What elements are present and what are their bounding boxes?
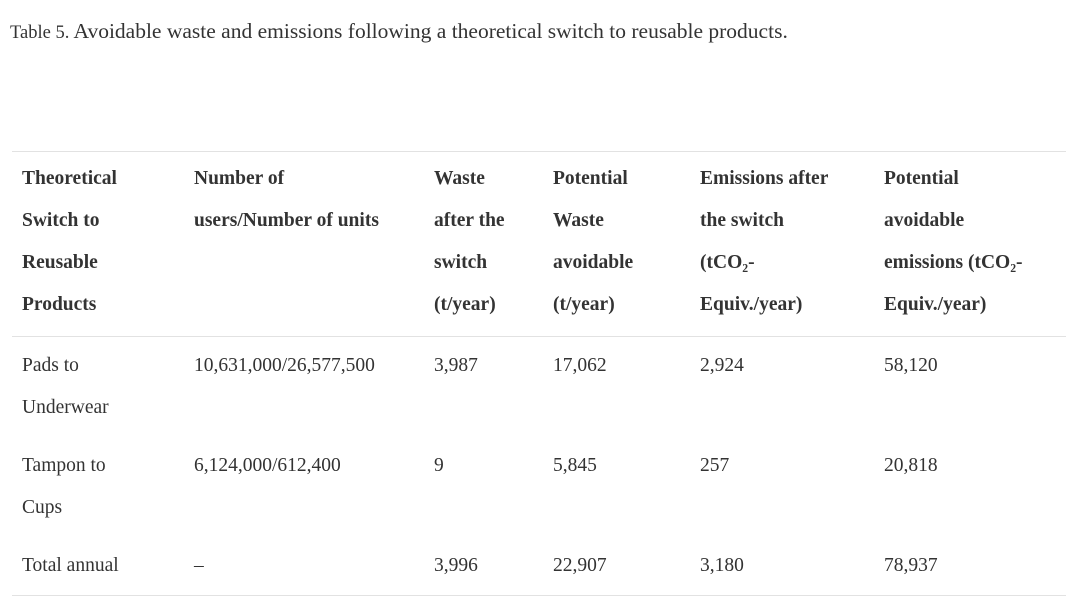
table-header-row: Theoretical Switch to Reusable Products … bbox=[12, 151, 1066, 337]
data-table: Theoretical Switch to Reusable Products … bbox=[12, 151, 1066, 596]
table-cell: 22,907 bbox=[553, 555, 607, 576]
table-cell: 257 bbox=[700, 455, 730, 476]
table-cell: 3,180 bbox=[700, 555, 744, 576]
table-cell: 3,987 bbox=[434, 355, 478, 376]
table-caption: Table 5. Avoidable waste and emissions f… bbox=[0, 0, 1080, 48]
table-cell: 10,631,000/26,577,500 bbox=[194, 355, 375, 376]
table-cell: 78,937 bbox=[884, 555, 938, 576]
table-cell: – bbox=[194, 555, 204, 576]
table-cell: 3,996 bbox=[434, 555, 478, 576]
table-row-pads-to-underwear: Pads to Underwear 10,631,000/26,577,500 … bbox=[12, 337, 1066, 438]
row-label: Pads to Underwear bbox=[22, 355, 109, 418]
column-header-potential-waste-avoidable: Potential Waste avoidable (t/year) bbox=[543, 151, 690, 337]
column-header-waste-after-switch: Waste after the switch (t/year) bbox=[424, 151, 543, 337]
column-header-number-of-users: Number of users/Number of units bbox=[184, 151, 424, 337]
table-row-total-annual: Total annual – 3,996 22,907 3,180 78,937 bbox=[12, 537, 1066, 596]
table-cell: 9 bbox=[434, 455, 444, 476]
table-cell: 5,845 bbox=[553, 455, 597, 476]
table-cell: 58,120 bbox=[884, 355, 938, 376]
table-cell: 2,924 bbox=[700, 355, 744, 376]
table-cell: 6,124,000/612,400 bbox=[194, 455, 341, 476]
table-row-tampon-to-cups: Tampon to Cups 6,124,000/612,400 9 5,845… bbox=[12, 437, 1066, 537]
table-caption-text: Avoidable waste and emissions following … bbox=[69, 19, 788, 43]
table-cell: 17,062 bbox=[553, 355, 607, 376]
table-caption-label: Table 5. bbox=[10, 23, 70, 43]
column-header-emissions-after-switch: Emissions after the switch (tCO₂- Equiv.… bbox=[690, 151, 874, 337]
table-header: Theoretical Switch to Reusable Products … bbox=[12, 151, 1066, 337]
row-label: Tampon to Cups bbox=[22, 455, 106, 518]
column-header-theoretical-switch: Theoretical Switch to Reusable Products bbox=[12, 151, 184, 337]
table-body: Pads to Underwear 10,631,000/26,577,500 … bbox=[12, 337, 1066, 596]
column-header-potential-avoidable-emissions: Potential avoidable emissions (tCO₂- Equ… bbox=[874, 151, 1066, 337]
row-label: Total annual bbox=[22, 555, 119, 576]
table-cell: 20,818 bbox=[884, 455, 938, 476]
